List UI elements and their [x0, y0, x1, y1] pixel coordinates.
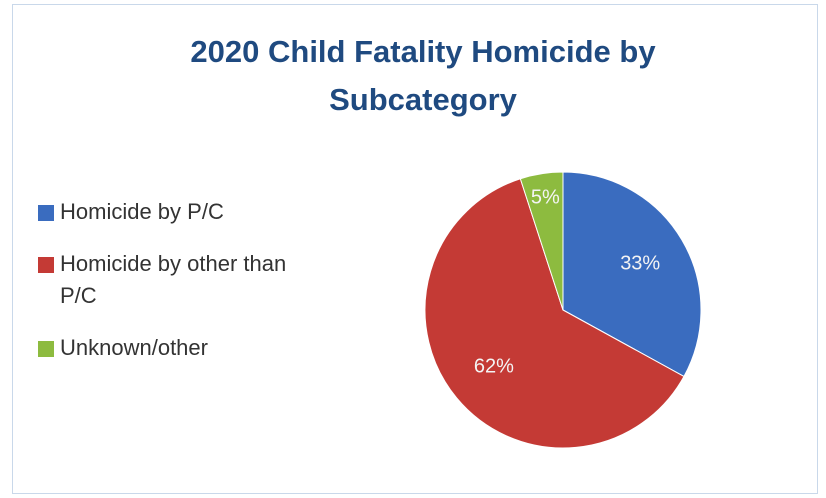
legend-swatch	[38, 341, 54, 357]
legend-swatch	[38, 205, 54, 221]
pie-slice	[519, 171, 564, 311]
legend-item: Homicide by P/C	[38, 196, 288, 228]
legend-swatch	[38, 257, 54, 273]
chart-title: 2020 Child Fatality Homicide by Subcateg…	[190, 34, 656, 117]
legend-item: Unknown/other	[38, 332, 288, 364]
legend-label: Homicide by other than P/C	[60, 251, 287, 308]
legend: Homicide by P/C Homicide by other than P/…	[38, 196, 288, 384]
pie-slice	[424, 178, 685, 449]
legend-label: Unknown/other	[60, 335, 208, 360]
data-label: 33%	[620, 253, 660, 275]
data-label: 5%	[531, 187, 560, 209]
data-label: 62%	[474, 355, 514, 377]
legend-item: Homicide by other than P/C	[38, 248, 288, 312]
pie-slice	[562, 171, 702, 378]
chart-frame	[12, 4, 818, 494]
legend-label: Homicide by P/C	[60, 199, 224, 224]
